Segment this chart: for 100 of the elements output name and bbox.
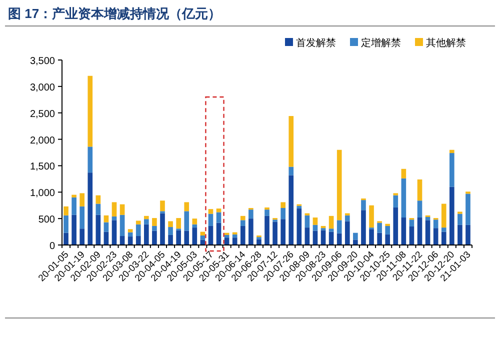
bar: [72, 214, 76, 245]
bar: [304, 215, 310, 228]
bar: [377, 222, 382, 233]
bar: [184, 211, 190, 231]
bar: [144, 216, 149, 220]
bar: [152, 226, 157, 231]
bar: [441, 204, 446, 228]
bar: [168, 234, 173, 245]
bar: [312, 230, 318, 245]
bar: [208, 214, 214, 226]
bar: [256, 239, 262, 245]
bar: [393, 195, 398, 208]
bar: [466, 194, 470, 225]
bar: [104, 222, 109, 232]
bar: [160, 213, 165, 245]
bar: [433, 228, 438, 245]
bar: [288, 166, 294, 176]
bar: [160, 200, 165, 212]
bar: [192, 224, 198, 228]
bar: [353, 232, 358, 240]
bar: [248, 218, 254, 245]
bar: [232, 238, 238, 245]
bar: [449, 186, 454, 245]
bar: [417, 179, 422, 201]
y-tick-label: 2,500: [30, 108, 56, 120]
bar: [248, 210, 254, 219]
bar: [208, 209, 214, 214]
bar: [458, 214, 462, 225]
bar: [264, 207, 270, 210]
bar: [192, 228, 198, 245]
y-tick-label: 1,500: [30, 162, 56, 173]
bar: [336, 233, 342, 245]
y-tick-label: 2,000: [30, 135, 56, 146]
bar: [312, 218, 318, 225]
bar: [320, 230, 326, 245]
bar: [88, 146, 93, 173]
bar: [296, 206, 302, 209]
bar: [361, 210, 366, 245]
bar: [144, 224, 149, 245]
bar: [369, 205, 374, 228]
y-tick-label: 1,000: [30, 188, 56, 200]
bar: [216, 212, 222, 223]
bar: [449, 150, 454, 154]
bar: [136, 220, 141, 224]
bar: [393, 207, 398, 245]
bar: [144, 219, 149, 224]
bar: [417, 200, 422, 218]
bar: [328, 216, 334, 229]
y-tick-label: 3,500: [30, 56, 56, 67]
bar: [280, 208, 286, 220]
bar: [336, 220, 342, 234]
bar: [120, 214, 125, 236]
bar: [369, 229, 374, 245]
bar: [344, 221, 350, 245]
bar: [328, 228, 334, 232]
bar: [96, 214, 101, 245]
bar: [152, 218, 157, 226]
bar: [192, 218, 198, 224]
bar: [184, 202, 190, 212]
bar: [401, 178, 406, 218]
bar: [80, 193, 85, 206]
bar: [272, 222, 278, 245]
bar: [88, 76, 93, 147]
bar: [264, 216, 270, 245]
bar: [409, 226, 414, 245]
y-tick-label: 0: [49, 241, 56, 252]
bar: [385, 226, 390, 234]
bar: [96, 195, 101, 204]
bar: [361, 200, 366, 210]
bar: [104, 215, 109, 222]
bar: [208, 226, 214, 245]
bar: [433, 220, 438, 228]
bar: [417, 218, 422, 245]
bar: [136, 224, 141, 236]
legend-label: 其他解禁: [426, 37, 466, 49]
bar: [64, 206, 68, 216]
bar: [425, 220, 430, 245]
bar: [80, 228, 85, 245]
chart-title: 图 17：产业资本增减持情况（亿元）: [8, 6, 222, 21]
y-tick-label: 3,000: [30, 82, 56, 94]
bar: [288, 175, 294, 245]
bar: [168, 221, 173, 228]
bar: [72, 194, 76, 198]
legend-label: 首发解禁: [296, 37, 336, 49]
bar: [401, 218, 406, 245]
bar: [264, 210, 270, 216]
bar: [449, 153, 454, 187]
bar: [72, 197, 76, 215]
bar: [96, 204, 101, 215]
bar: [458, 224, 462, 245]
bar: [377, 232, 382, 245]
bar: [280, 202, 286, 208]
bar: [128, 229, 133, 232]
bar: [466, 224, 470, 245]
bar: [280, 219, 286, 245]
bar: [240, 226, 246, 245]
bar: [64, 232, 68, 245]
bar: [441, 232, 446, 245]
bar: [136, 236, 141, 245]
bar: [80, 206, 85, 229]
